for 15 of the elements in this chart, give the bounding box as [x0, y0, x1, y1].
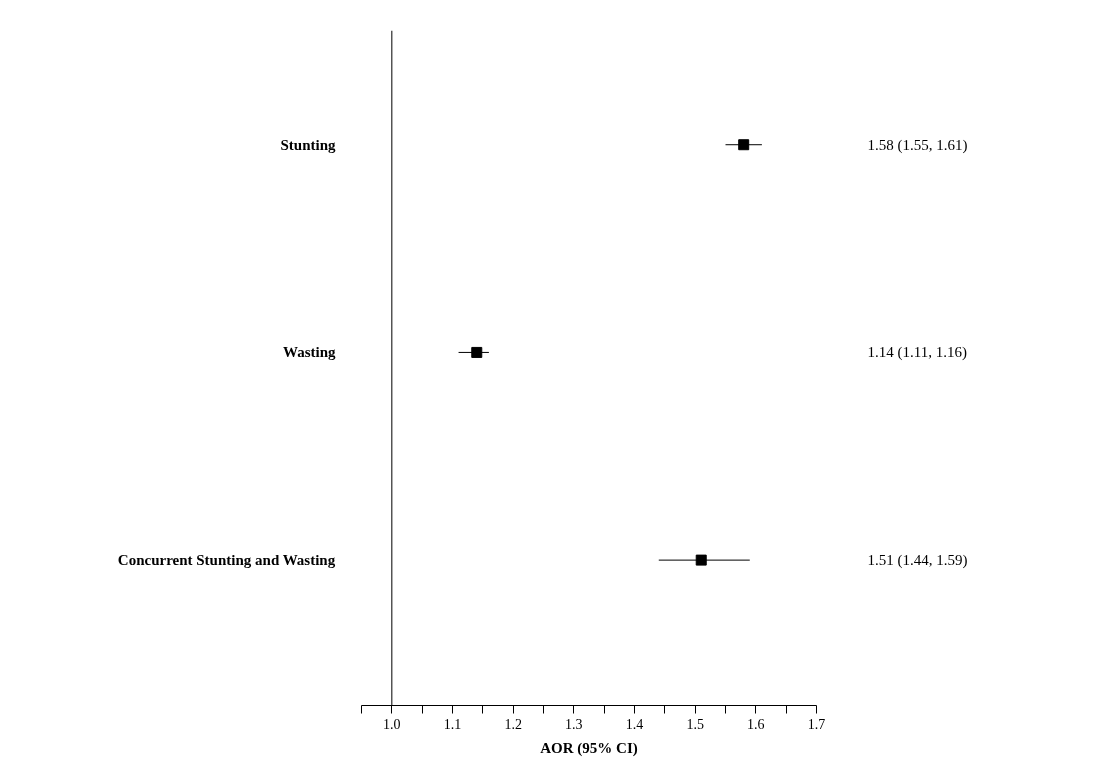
x-tick-label: 1.2 [504, 716, 522, 732]
y-tick-label: Concurrent Stunting and Wasting [117, 552, 336, 569]
x-axis-title: AOR (95% CI) [540, 739, 638, 757]
x-tick-label: 1.5 [686, 716, 704, 732]
x-tick-label: 1.7 [807, 716, 826, 732]
data-label: 1.51 (1.44, 1.59) [867, 552, 968, 570]
x-tick-label: 1.6 [747, 716, 765, 732]
data-label: 1.14 (1.11, 1.16) [867, 344, 967, 362]
data-label: 1.58 (1.55, 1.61) [867, 136, 968, 154]
x-tick-label: 1.4 [625, 716, 644, 732]
y-tick-label: Wasting [282, 344, 336, 361]
x-tick-label: 1.1 [443, 716, 462, 732]
x-tick-label: 1.0 [383, 716, 401, 732]
y-tick-label: Stunting [280, 136, 336, 153]
x-tick-label: 1.3 [565, 716, 583, 732]
